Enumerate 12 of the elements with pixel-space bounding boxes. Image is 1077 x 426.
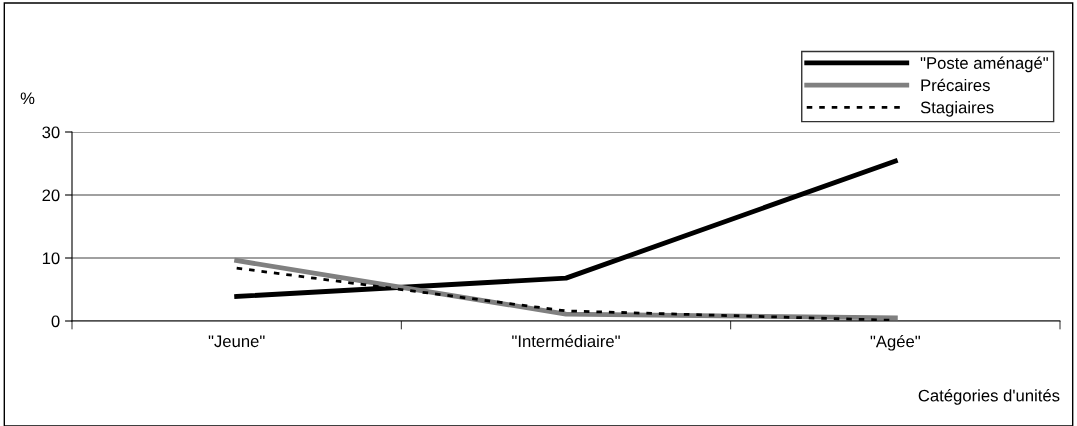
text: Stagiaires	[920, 101, 994, 117]
x-tick-label: "Agée"	[870, 334, 920, 351]
y-tick-label: 30	[42, 126, 60, 139]
text: Précaires	[921, 78, 990, 92]
text: "Poste aménagé"	[920, 56, 1048, 73]
y-axis-title: %	[20, 92, 35, 105]
x-tick-label: "Intermédiaire"	[512, 334, 620, 348]
x-tick-label: "Jeune"	[208, 335, 265, 348]
y-tick-label: 20	[42, 189, 60, 202]
x-axis-title: Catégories d'unités	[918, 389, 1060, 405]
y-tick-label: 0	[51, 315, 60, 328]
y-tick-label: 10	[42, 252, 60, 265]
